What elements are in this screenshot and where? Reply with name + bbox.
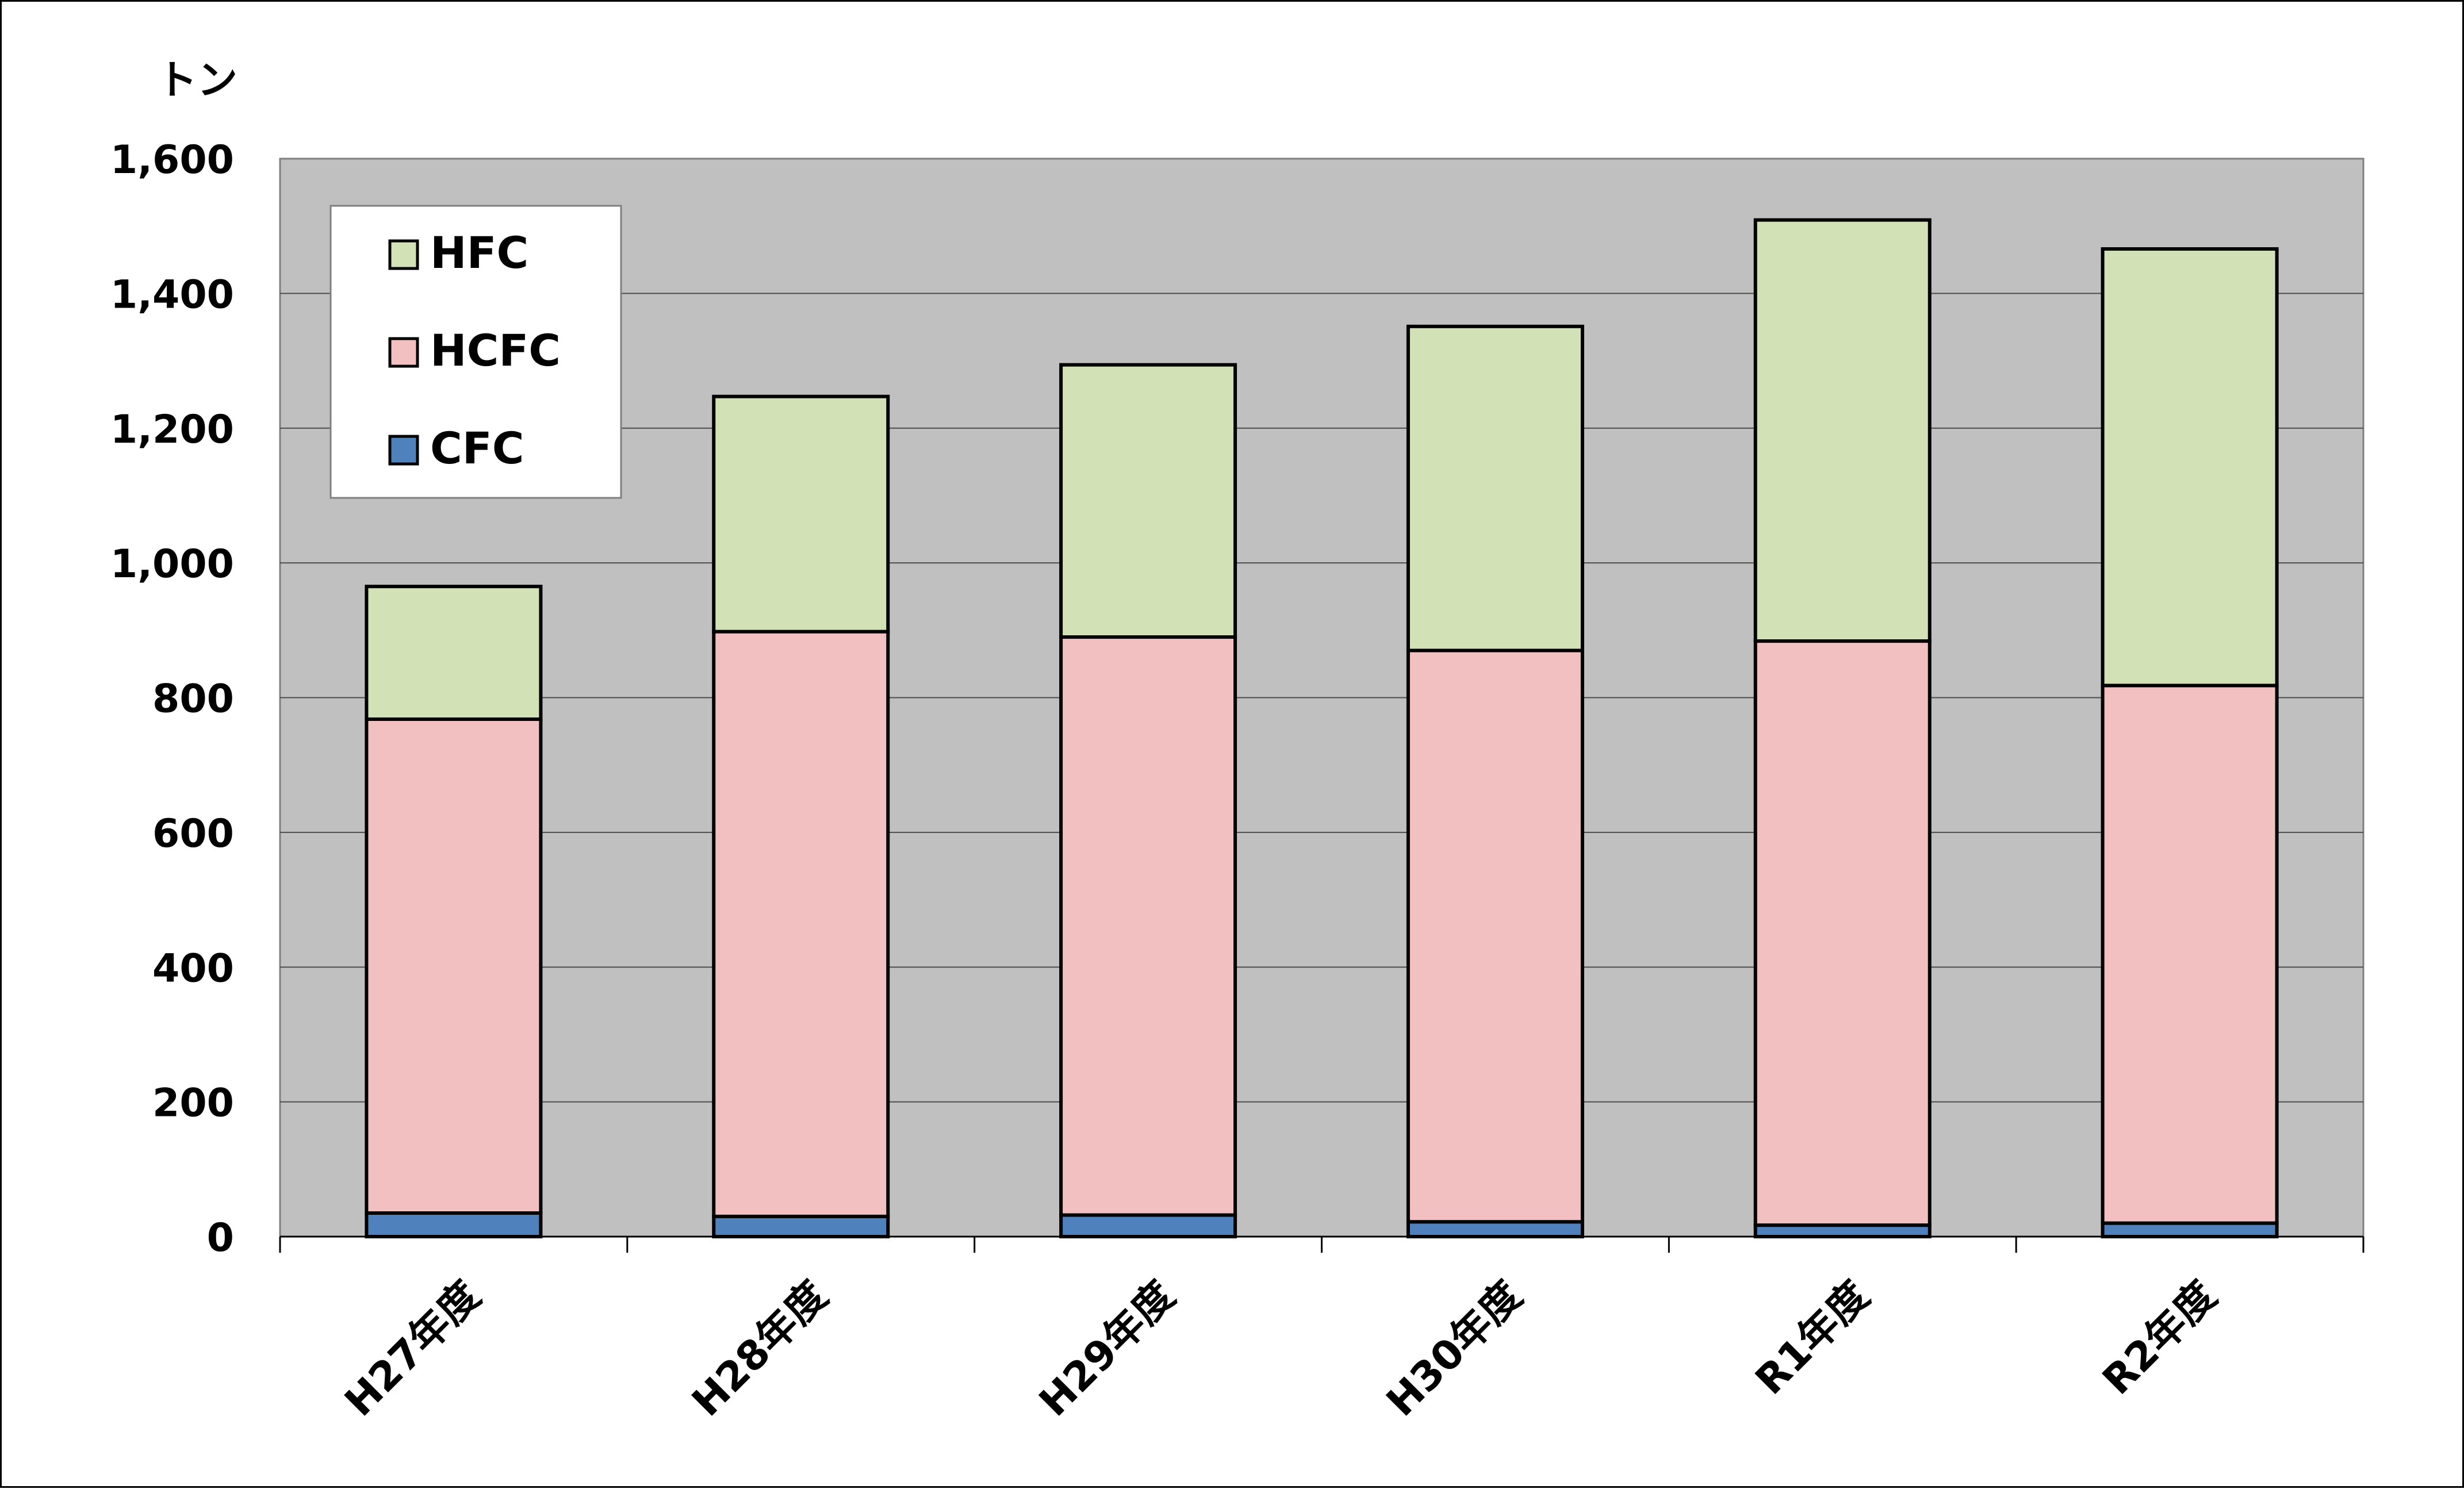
legend-swatch-hfc	[388, 239, 419, 270]
bar-segment-hcfc	[1753, 639, 1932, 1227]
axes	[279, 1235, 2365, 1253]
bar-segment-hcfc	[365, 717, 543, 1215]
bar-segment-cfc	[2101, 1221, 2279, 1238]
bar-segment-cfc	[712, 1214, 890, 1238]
bars	[365, 218, 2279, 1238]
bar-segment-cfc	[1406, 1220, 1584, 1238]
y-tick-label: 1,200	[110, 407, 234, 452]
x-tick-label: R1年度	[1746, 1272, 1879, 1404]
y-tick-label: 1,600	[110, 137, 234, 183]
legend-label-cfc: CFC	[430, 423, 524, 474]
legend-label-hfc: HFC	[430, 227, 528, 278]
bar-segment-cfc	[365, 1211, 543, 1238]
bar-segment-hcfc	[1406, 648, 1584, 1224]
x-tick-label: H30年度	[1377, 1272, 1531, 1425]
y-tick-label: 1,000	[110, 542, 234, 587]
y-tick-label: 0	[207, 1215, 234, 1261]
legend-label-hcfc: HCFC	[430, 325, 561, 376]
legend-swatch-hcfc	[388, 337, 419, 368]
y-tick-label: 200	[152, 1081, 234, 1126]
bar-segment-hfc	[1406, 324, 1584, 653]
bar-segment-hfc	[712, 394, 890, 634]
bar-segment-cfc	[1059, 1213, 1237, 1238]
x-tick-label: H27年度	[336, 1272, 489, 1425]
bar-segment-hfc	[1059, 363, 1237, 639]
x-tick-label: H29年度	[1030, 1272, 1183, 1425]
y-axis-unit-label: トン	[157, 56, 237, 103]
legend: HFC HCFC CFC	[329, 205, 622, 499]
gridlines	[280, 293, 2363, 1103]
legend-swatch-cfc	[388, 435, 419, 466]
bar-segment-hfc	[365, 585, 543, 721]
y-tick-label: 800	[152, 677, 234, 722]
y-tick-label: 600	[152, 811, 234, 857]
y-tick-labels: 0 200 400 600 800 1,000 1,200 1,400 1,600	[110, 137, 234, 1261]
bar-segment-hfc	[1753, 218, 1932, 643]
y-tick-label: 1,400	[110, 272, 234, 317]
legend-box	[329, 205, 622, 499]
bar-segment-hfc	[2101, 247, 2279, 688]
y-tick-label: 400	[152, 946, 234, 991]
bar-segment-hcfc	[1059, 635, 1237, 1217]
bar-segment-hcfc	[712, 630, 890, 1218]
x-tick-label: R2年度	[2094, 1272, 2226, 1404]
bar-segment-hcfc	[2101, 684, 2279, 1225]
x-tick-label: H28年度	[683, 1272, 836, 1425]
x-tick-labels: H27年度 H28年度 H29年度 H30年度 R1年度 R2年度	[336, 1272, 2225, 1425]
